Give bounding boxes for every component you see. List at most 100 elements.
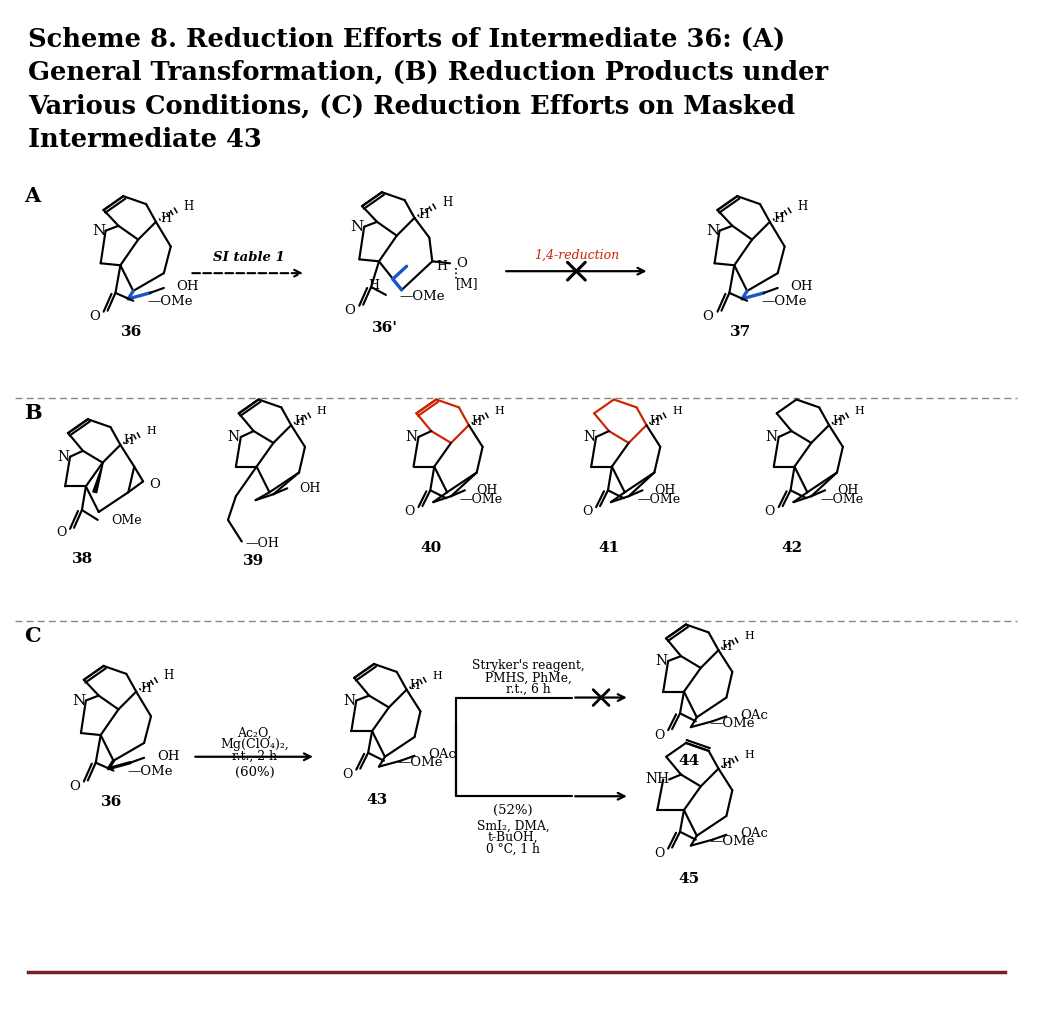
Text: t-BuOH,: t-BuOH,: [487, 831, 539, 844]
Text: H: H: [673, 407, 682, 417]
Text: N: N: [406, 430, 417, 444]
Text: 43: 43: [366, 794, 388, 807]
Text: 36': 36': [372, 322, 397, 336]
Text: H: H: [140, 682, 151, 695]
Text: N: N: [655, 654, 667, 668]
Text: N: N: [72, 693, 86, 708]
Text: OH: OH: [157, 751, 180, 763]
Text: NH: NH: [645, 772, 669, 786]
Text: H: H: [495, 407, 504, 417]
Text: OAc: OAc: [428, 749, 456, 761]
Text: SI table 1: SI table 1: [212, 251, 285, 264]
Text: r.t., 6 h: r.t., 6 h: [505, 683, 550, 696]
Text: O: O: [89, 310, 99, 324]
Text: N: N: [766, 430, 778, 444]
Text: H: H: [160, 212, 170, 225]
Text: —OMe: —OMe: [400, 291, 446, 303]
Text: O: O: [69, 780, 79, 793]
Text: O: O: [456, 257, 467, 269]
Text: C: C: [24, 627, 41, 646]
Text: N: N: [706, 223, 720, 238]
Text: —OMe: —OMe: [709, 717, 755, 730]
Text: Stryker's reagent,: Stryker's reagent,: [472, 659, 585, 673]
Text: —OH: —OH: [246, 537, 279, 550]
Text: —OMe: —OMe: [638, 493, 681, 506]
Polygon shape: [93, 463, 104, 493]
Text: O: O: [55, 526, 66, 540]
Text: OAc: OAc: [741, 709, 768, 722]
Text: 0 °C, 1 h: 0 °C, 1 h: [486, 843, 540, 856]
Text: O: O: [703, 310, 713, 324]
Text: H: H: [744, 632, 754, 641]
Text: (52%): (52%): [494, 804, 533, 816]
Text: 36: 36: [120, 326, 142, 339]
Text: —OMe: —OMe: [460, 493, 503, 506]
Text: H: H: [432, 671, 442, 681]
Text: H: H: [722, 758, 732, 771]
Text: 42: 42: [781, 541, 802, 555]
Text: H: H: [855, 407, 864, 417]
Text: H: H: [774, 212, 784, 225]
Text: H: H: [146, 426, 156, 436]
Text: 36: 36: [100, 796, 122, 809]
Text: O: O: [765, 505, 775, 517]
Text: 41: 41: [598, 541, 619, 555]
Text: H: H: [744, 750, 754, 760]
Text: H: H: [722, 640, 732, 652]
Text: Scheme 8. Reduction Efforts of Intermediate 36: (A): Scheme 8. Reduction Efforts of Intermedi…: [27, 27, 784, 51]
Text: 37: 37: [730, 326, 751, 339]
Text: 44: 44: [678, 754, 700, 768]
Text: —OMe: —OMe: [397, 756, 444, 769]
Text: H: H: [436, 260, 448, 272]
Text: N: N: [350, 220, 364, 233]
Text: —OMe: —OMe: [128, 765, 173, 778]
Text: O: O: [654, 728, 664, 741]
Text: OH: OH: [837, 483, 859, 497]
Text: —OMe: —OMe: [147, 295, 192, 308]
Text: H: H: [317, 407, 326, 417]
Text: H: H: [368, 280, 379, 293]
Text: N: N: [343, 693, 356, 708]
Text: OH: OH: [177, 281, 199, 294]
Text: H: H: [183, 200, 194, 213]
Text: O: O: [654, 847, 664, 860]
Text: H: H: [472, 415, 482, 428]
Text: H: H: [832, 415, 842, 428]
Text: O: O: [149, 478, 160, 490]
Text: O: O: [404, 505, 414, 517]
Text: H: H: [418, 209, 430, 221]
Text: —OMe: —OMe: [760, 295, 806, 308]
Text: N: N: [584, 430, 595, 444]
Text: SmI₂, DMA,: SmI₂, DMA,: [477, 819, 549, 833]
Text: N: N: [228, 430, 240, 444]
Text: OAc: OAc: [741, 827, 768, 841]
Text: Ac₂O,: Ac₂O,: [237, 727, 272, 739]
Text: OH: OH: [299, 482, 320, 495]
Text: OH: OH: [477, 483, 498, 497]
Text: Various Conditions, (C) Reduction Efforts on Masked: Various Conditions, (C) Reduction Effort…: [27, 93, 795, 119]
Text: PMHS, PhMe,: PMHS, PhMe,: [484, 672, 571, 684]
Text: H: H: [164, 670, 174, 682]
Text: 1,4-reduction: 1,4-reduction: [533, 249, 619, 262]
Text: 40: 40: [420, 541, 441, 555]
Text: —OMe: —OMe: [709, 836, 755, 848]
Text: H: H: [650, 415, 660, 428]
Text: OH: OH: [655, 483, 676, 497]
Text: [M]: [M]: [456, 278, 479, 291]
Text: General Transformation, (B) Reduction Products under: General Transformation, (B) Reduction Pr…: [27, 60, 827, 85]
Text: B: B: [24, 403, 41, 424]
Text: O: O: [344, 304, 356, 317]
Text: O: O: [342, 768, 353, 781]
Text: 45: 45: [678, 872, 700, 886]
Text: H: H: [442, 196, 453, 209]
Text: N: N: [92, 223, 106, 238]
Text: A: A: [24, 186, 40, 206]
Text: —OMe: —OMe: [820, 493, 863, 506]
Text: H: H: [294, 415, 304, 428]
Text: Mg(ClO₄)₂,: Mg(ClO₄)₂,: [221, 738, 289, 752]
Text: OMe: OMe: [112, 514, 142, 527]
Text: 38: 38: [72, 552, 93, 566]
Text: OH: OH: [791, 281, 813, 294]
Text: N: N: [58, 450, 69, 464]
Text: H: H: [797, 200, 808, 213]
